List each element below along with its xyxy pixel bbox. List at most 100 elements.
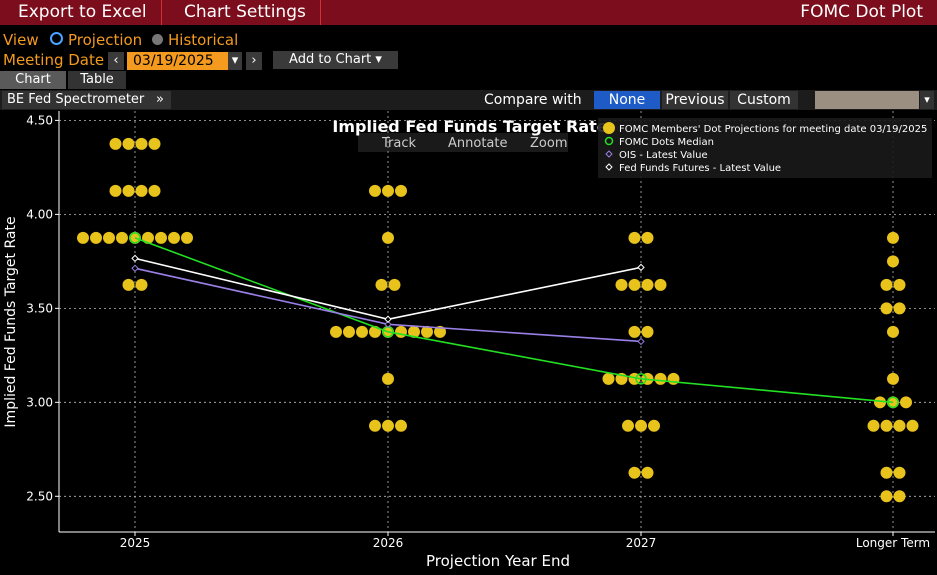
date-dropdown[interactable]: ▾ — [228, 52, 242, 70]
legend-marker — [603, 122, 615, 134]
dot — [408, 325, 420, 338]
dot — [641, 466, 654, 479]
dot — [388, 278, 401, 291]
dot — [602, 372, 615, 385]
compare-custom[interactable]: Custom — [730, 91, 798, 109]
tool-track[interactable]: Track — [381, 136, 416, 151]
custom-field[interactable] — [815, 91, 919, 109]
dot — [421, 325, 433, 338]
dot — [109, 137, 122, 150]
source-button[interactable]: BE Fed Spectrometer — [2, 91, 150, 109]
dot — [148, 137, 161, 150]
legend-marker — [605, 150, 613, 158]
y-tick-label: 4.50 — [26, 113, 53, 127]
median-marker — [635, 373, 647, 385]
dot — [893, 490, 906, 503]
add-to-chart-button[interactable]: Add to Chart ▾ — [273, 51, 398, 69]
dot — [330, 325, 342, 338]
dot — [893, 466, 906, 479]
header-bar: Export to Excel Chart Settings FOMC Dot … — [0, 0, 937, 25]
dot — [887, 372, 899, 385]
dot — [654, 372, 667, 385]
dot — [615, 278, 628, 291]
dot — [874, 396, 886, 409]
radio-projection[interactable]: Projection — [50, 31, 142, 49]
view-label: View — [3, 31, 39, 49]
chart: Track Annotate Zoom Implied Fed Funds Ta… — [3, 111, 935, 570]
dot — [343, 325, 355, 338]
chart-tools-bg — [358, 133, 568, 152]
legend-marker — [605, 163, 613, 171]
legend-marker — [604, 136, 614, 146]
dot — [382, 184, 394, 197]
compare-none[interactable]: None — [594, 91, 660, 109]
diamond-marker — [637, 337, 645, 346]
tool-annotate[interactable]: Annotate — [448, 136, 507, 151]
diamond-marker — [384, 315, 392, 323]
radio-historical[interactable]: Historical — [152, 31, 238, 49]
legend-label: FOMC Members' Dot Projections for meetin… — [619, 124, 927, 135]
y-tick-label: 2.50 — [26, 489, 53, 503]
dot — [648, 419, 660, 432]
dot — [635, 419, 647, 432]
dot — [375, 278, 388, 291]
dot — [135, 137, 148, 150]
export-button[interactable]: Export to Excel — [4, 0, 162, 25]
dot — [880, 490, 893, 503]
dot — [181, 231, 193, 244]
dot — [103, 231, 115, 244]
table-tab[interactable]: Table — [68, 71, 126, 89]
y-tick-label: 4.00 — [26, 207, 53, 221]
dot — [887, 255, 899, 268]
compare-previous[interactable]: Previous — [662, 91, 728, 109]
median-marker — [887, 396, 899, 409]
dot — [880, 278, 893, 291]
next-button[interactable]: › — [246, 52, 262, 70]
custom-dropdown[interactable]: ▾ — [920, 91, 934, 109]
dot — [880, 419, 893, 432]
dot — [880, 466, 893, 479]
compare-label: Compare with — [484, 92, 582, 108]
prev-button[interactable]: ‹ — [108, 52, 124, 70]
expand-button[interactable]: » — [149, 91, 171, 109]
toolbar: BE Fed Spectrometer » Compare with None … — [0, 90, 937, 110]
x-axis-label: Projection Year End — [426, 552, 570, 570]
dot — [887, 325, 899, 338]
dot — [109, 184, 122, 197]
legend-bg — [598, 118, 932, 178]
chart-title: Implied Fed Funds Target Rate — [332, 117, 607, 136]
dot — [900, 396, 912, 409]
chart-tab[interactable]: Chart — [0, 71, 66, 89]
dot — [641, 231, 654, 244]
dot — [893, 419, 906, 432]
y-tick-label: 3.00 — [26, 395, 53, 409]
diamond-marker — [384, 320, 392, 329]
settings-button[interactable]: Chart Settings — [170, 0, 321, 25]
dot — [893, 302, 906, 315]
dot — [122, 278, 135, 291]
dot — [135, 278, 148, 291]
y-axis-label: Implied Fed Funds Target Rate — [3, 216, 19, 427]
dot — [887, 231, 899, 244]
dot — [90, 231, 102, 244]
legend-label: Fed Funds Futures - Latest Value — [619, 163, 781, 174]
x-tick-label: Longer Term — [856, 536, 930, 550]
median-marker — [129, 232, 141, 244]
dot — [382, 419, 394, 432]
series-line — [134, 237, 894, 404]
dot — [168, 231, 180, 244]
legend-label: OIS - Latest Value — [619, 150, 708, 161]
dot — [628, 278, 641, 291]
dot — [867, 419, 880, 432]
dot — [382, 372, 394, 385]
date-field[interactable]: 03/19/2025 — [127, 52, 233, 70]
option-label: Historical — [168, 31, 239, 49]
diamond-marker — [131, 264, 139, 273]
meeting-date-label: Meeting Date — [3, 51, 105, 69]
tool-zoom[interactable]: Zoom — [530, 136, 567, 151]
dot — [395, 325, 407, 338]
legend-label: FOMC Dots Median — [619, 137, 714, 148]
dot — [116, 231, 128, 244]
dot — [628, 325, 641, 338]
